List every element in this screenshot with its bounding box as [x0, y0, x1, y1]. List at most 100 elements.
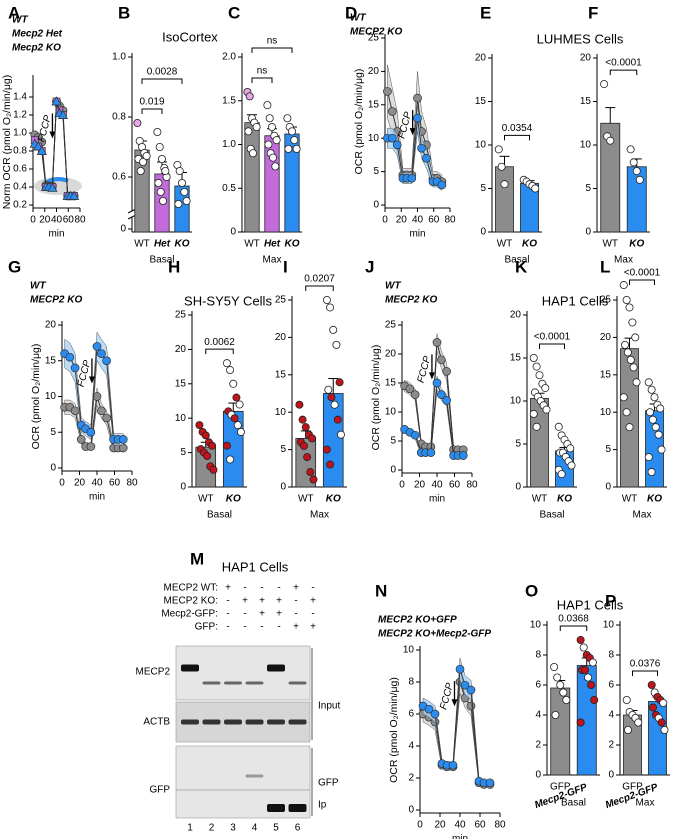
point — [625, 303, 634, 312]
panel-letter: H — [168, 257, 180, 276]
point — [159, 196, 168, 205]
point — [659, 699, 668, 708]
x-tick-label: 0 — [30, 215, 36, 226]
comparison-bracket — [629, 279, 655, 285]
comparison-bracket — [539, 343, 565, 349]
x-tick-label: KO — [647, 494, 662, 505]
point — [647, 385, 656, 394]
y-tick-label: 8 — [608, 650, 614, 661]
point — [632, 378, 641, 387]
y-tick-label: 6 — [608, 680, 614, 691]
y-tick-label: 20 — [368, 66, 380, 77]
bar — [626, 166, 647, 233]
point — [535, 371, 544, 380]
y-tick-label: 5 — [280, 444, 286, 455]
lane-number: 6 — [295, 823, 301, 834]
point — [174, 199, 183, 208]
x-tick-label: 20 — [414, 480, 426, 491]
y-tick-label: 10 — [580, 140, 592, 151]
condition-label: MECP2 KO: — [164, 596, 218, 607]
point — [466, 685, 476, 695]
point — [646, 408, 655, 417]
point — [263, 101, 272, 110]
point — [269, 153, 278, 162]
condition-mark: + — [242, 596, 248, 607]
blot-band — [245, 681, 264, 685]
x-axis-label: Max — [633, 510, 652, 521]
comparison-label: 0.0207 — [304, 274, 335, 285]
y-tick-label: 0 — [390, 465, 396, 476]
y-tick-label: 10 — [45, 391, 57, 402]
condition-mark: - — [260, 622, 263, 633]
x-tick-label: 60 — [428, 215, 440, 226]
point — [287, 127, 296, 136]
point — [139, 157, 148, 166]
point — [430, 709, 440, 719]
point — [554, 422, 563, 431]
point — [292, 144, 301, 153]
bar — [495, 166, 514, 233]
point — [154, 178, 163, 187]
x-tick-label: 60 — [449, 480, 461, 491]
y-tick-label: 5 — [480, 183, 486, 194]
arrow-head — [428, 372, 435, 380]
y-tick-label: 10 — [275, 407, 287, 418]
y-tick-label: 15 — [45, 355, 57, 366]
point — [485, 778, 495, 788]
comparison-label: ns — [267, 36, 278, 47]
point — [272, 136, 281, 145]
x-tick-label: KO — [557, 494, 572, 505]
blot-band — [224, 719, 242, 725]
condition-mark: - — [277, 622, 280, 633]
point — [532, 422, 541, 431]
y-tick-label: 5 — [50, 427, 56, 438]
panel-letter: A — [8, 3, 20, 22]
point — [252, 123, 261, 132]
y-tick-label: 2 — [535, 740, 541, 751]
point — [336, 430, 345, 439]
group-title: SH-SY5Y Cells — [184, 293, 272, 308]
y-tick-label: 10 — [603, 620, 615, 631]
group-title: IsoCortex — [162, 29, 218, 44]
point — [203, 452, 212, 461]
point — [531, 184, 540, 193]
point — [236, 427, 245, 436]
point — [410, 430, 420, 440]
x-axis-label: Basal — [561, 798, 586, 809]
point — [635, 175, 644, 184]
legend-entry: MECP2 KO — [350, 27, 402, 38]
point — [648, 415, 657, 424]
point — [550, 663, 559, 672]
blot-side-label: Ip — [318, 800, 327, 811]
point — [267, 123, 276, 132]
point — [309, 475, 318, 484]
point — [466, 701, 476, 711]
y-tick-label: 10 — [530, 620, 542, 631]
point — [226, 455, 235, 464]
point — [387, 107, 397, 116]
comparison-label: ns — [257, 66, 268, 77]
point — [624, 726, 633, 735]
x-tick-label: 60 — [474, 820, 486, 831]
point — [332, 340, 341, 349]
point — [529, 353, 538, 362]
x-tick-label: 20 — [434, 820, 446, 831]
x-tick-label: 20 — [74, 478, 86, 489]
x-tick-label: WT — [497, 239, 513, 250]
y-tick-label: 15 — [510, 353, 522, 364]
x-tick-label: 40 — [51, 215, 63, 226]
point — [208, 441, 217, 450]
y-tick-label: 20 — [175, 344, 187, 355]
point — [245, 92, 254, 101]
condition-mark: - — [311, 583, 314, 594]
blot-label: MECP2 — [136, 667, 171, 678]
y-tick-label: 20 — [475, 53, 487, 64]
y-tick-label: 0.8 — [112, 112, 126, 123]
y-tick-label: 2.0 — [222, 52, 236, 63]
y-tick-label: 15 — [175, 378, 187, 389]
blot-band — [267, 804, 285, 812]
x-tick-label: KO — [522, 239, 537, 250]
point — [407, 173, 417, 183]
y-tick-label: 10 — [175, 413, 187, 424]
point — [562, 696, 571, 705]
